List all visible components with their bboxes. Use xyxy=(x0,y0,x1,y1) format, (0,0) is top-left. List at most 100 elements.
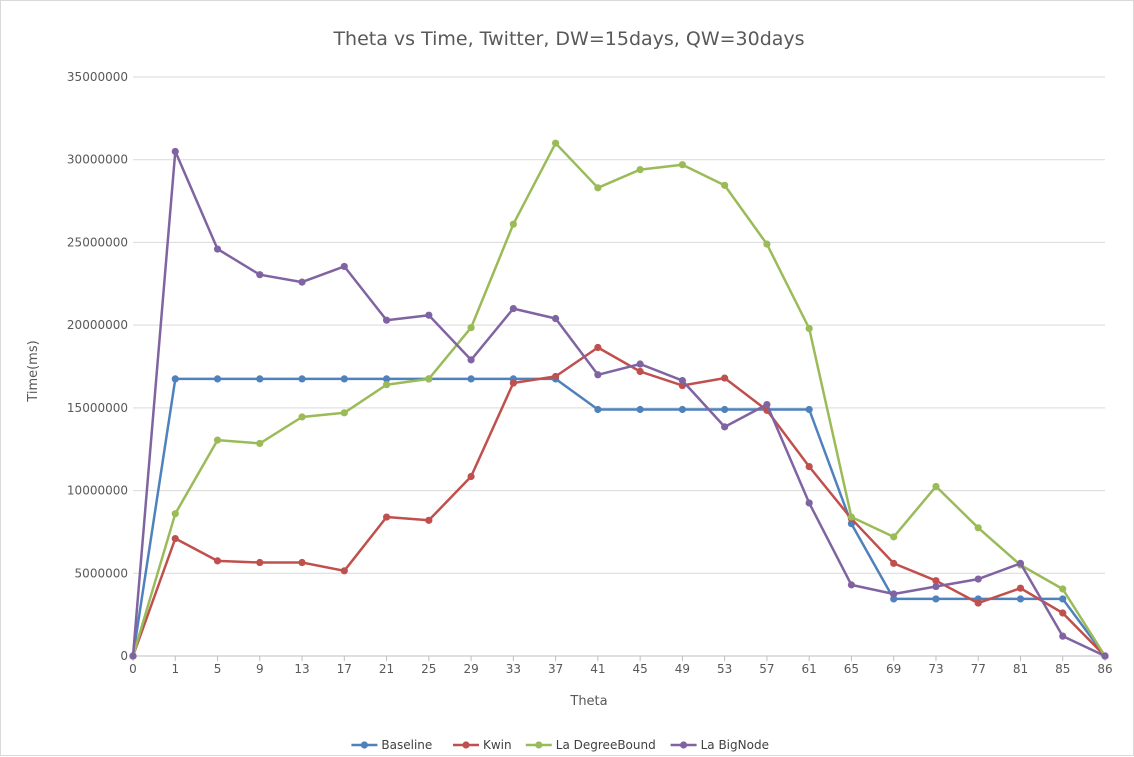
data-point xyxy=(340,262,348,271)
legend-item: La BigNode xyxy=(670,738,769,752)
legend-label: Baseline xyxy=(381,738,432,752)
data-point xyxy=(721,423,729,431)
data-point xyxy=(1059,585,1067,593)
x-tick-label: 29 xyxy=(463,662,478,676)
y-axis-label: Time(ms) xyxy=(26,340,41,402)
legend-swatch-marker xyxy=(462,741,470,749)
data-point xyxy=(213,245,222,253)
data-point xyxy=(382,513,391,521)
x-tick-label: 1 xyxy=(171,662,179,676)
data-point xyxy=(425,516,433,524)
data-point xyxy=(382,316,391,324)
data-point xyxy=(594,184,602,192)
data-point xyxy=(425,311,433,319)
data-point xyxy=(171,510,179,518)
data-point xyxy=(1016,559,1025,567)
y-tick-label: 25000000 xyxy=(67,235,128,249)
y-tick-label: 20000000 xyxy=(67,318,128,332)
data-point xyxy=(213,436,222,444)
data-point xyxy=(678,161,686,169)
data-point xyxy=(636,367,644,376)
legend-label: Kwin xyxy=(483,738,512,752)
y-tick-label: 0 xyxy=(120,649,128,663)
legend-item: Baseline xyxy=(351,738,432,752)
y-tick-label: 15000000 xyxy=(67,401,128,415)
x-tick-label: 77 xyxy=(971,662,986,676)
data-point xyxy=(890,595,898,603)
data-point xyxy=(890,533,898,541)
x-axis-label: Theta xyxy=(569,694,607,709)
x-tick-label: 73 xyxy=(928,662,943,676)
data-point xyxy=(678,376,686,385)
y-tick-label: 10000000 xyxy=(67,484,128,498)
data-point xyxy=(340,567,348,575)
data-point xyxy=(932,595,940,603)
data-point xyxy=(213,375,222,383)
data-point xyxy=(467,472,475,481)
legend-swatch-marker xyxy=(535,741,543,749)
x-tick-label: 69 xyxy=(886,662,901,676)
data-point xyxy=(1016,595,1025,603)
data-point xyxy=(721,405,729,414)
data-point xyxy=(805,405,813,414)
series-line xyxy=(131,150,1106,658)
data-point xyxy=(256,558,264,567)
x-tick-label: 17 xyxy=(337,662,352,676)
data-point xyxy=(298,413,306,421)
gridlines xyxy=(133,76,1105,574)
data-point xyxy=(382,381,391,389)
series-line xyxy=(131,141,1107,657)
data-point xyxy=(974,599,982,607)
legend-label: La DegreeBound xyxy=(556,738,656,752)
data-point xyxy=(763,240,771,248)
data-point xyxy=(171,147,179,156)
data-point xyxy=(298,558,306,567)
data-point xyxy=(340,409,348,417)
legend-item: Kwin xyxy=(453,738,512,752)
series-0 xyxy=(129,375,1109,660)
data-point xyxy=(467,324,475,332)
series-line xyxy=(131,377,1107,657)
legend-swatch-marker xyxy=(360,741,368,749)
data-point xyxy=(552,372,560,381)
data-point xyxy=(932,482,940,491)
x-tick-label: 45 xyxy=(632,662,647,676)
data-point xyxy=(213,557,222,565)
y-tick-label: 5000000 xyxy=(75,566,128,580)
data-point xyxy=(721,181,729,189)
data-point xyxy=(552,314,560,323)
series-1 xyxy=(129,343,1109,660)
x-axis-ticks: 0 1 5 9 13 17 21 25 29 33 37 41 45 49 53 57 61 65 69 73 77 81… xyxy=(129,656,1113,676)
data-point xyxy=(594,405,602,414)
data-point xyxy=(974,524,982,532)
x-tick-label: 57 xyxy=(759,662,774,676)
data-point xyxy=(721,374,729,382)
data-point xyxy=(890,590,898,598)
data-point xyxy=(467,375,475,383)
series-3 xyxy=(129,147,1109,660)
x-tick-label: 0 xyxy=(129,662,137,676)
data-point xyxy=(636,360,644,368)
x-tick-label: 49 xyxy=(675,662,690,676)
data-point xyxy=(1016,584,1025,592)
data-point xyxy=(171,534,179,543)
legend-swatch-marker xyxy=(680,741,688,749)
x-tick-label: 9 xyxy=(256,662,264,676)
data-point xyxy=(932,582,940,591)
data-point xyxy=(129,652,137,660)
x-tick-label: 5 xyxy=(214,662,222,676)
y-tick-label: 35000000 xyxy=(67,70,128,84)
x-tick-label: 13 xyxy=(294,662,309,676)
data-point xyxy=(594,343,602,352)
x-tick-label: 61 xyxy=(802,662,817,676)
data-point xyxy=(805,499,813,507)
data-point xyxy=(256,439,264,448)
data-point xyxy=(890,559,898,567)
data-point xyxy=(932,577,940,585)
legend: Baseline Kwin La DegreeBound La BigNode xyxy=(351,738,769,752)
series-group xyxy=(129,139,1109,660)
data-point xyxy=(1059,595,1067,603)
data-point xyxy=(1101,652,1109,660)
